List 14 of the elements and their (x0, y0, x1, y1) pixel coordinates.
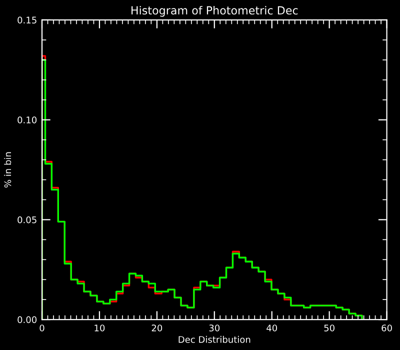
y-tick-label: 0.10 (18, 116, 37, 124)
x-tick-label: 60 (382, 324, 392, 332)
x-tick-label: 30 (209, 324, 220, 332)
y-tick-label: 0.15 (18, 16, 36, 24)
x-tick-label: 50 (324, 324, 334, 332)
chart-title: Histogram of Photometric Dec (132, 6, 298, 17)
y-tick-label: 0.05 (18, 216, 36, 224)
x-tick-label: 20 (152, 324, 162, 332)
x-tick-label: 40 (266, 324, 278, 332)
x-axis-title: Dec Distribution (178, 336, 250, 343)
y-axis-title: % in bin (4, 152, 12, 188)
y-tick-label: 0.00 (18, 316, 37, 324)
x-tick-label: 0 (40, 324, 44, 332)
x-tick-label: 10 (94, 324, 105, 332)
